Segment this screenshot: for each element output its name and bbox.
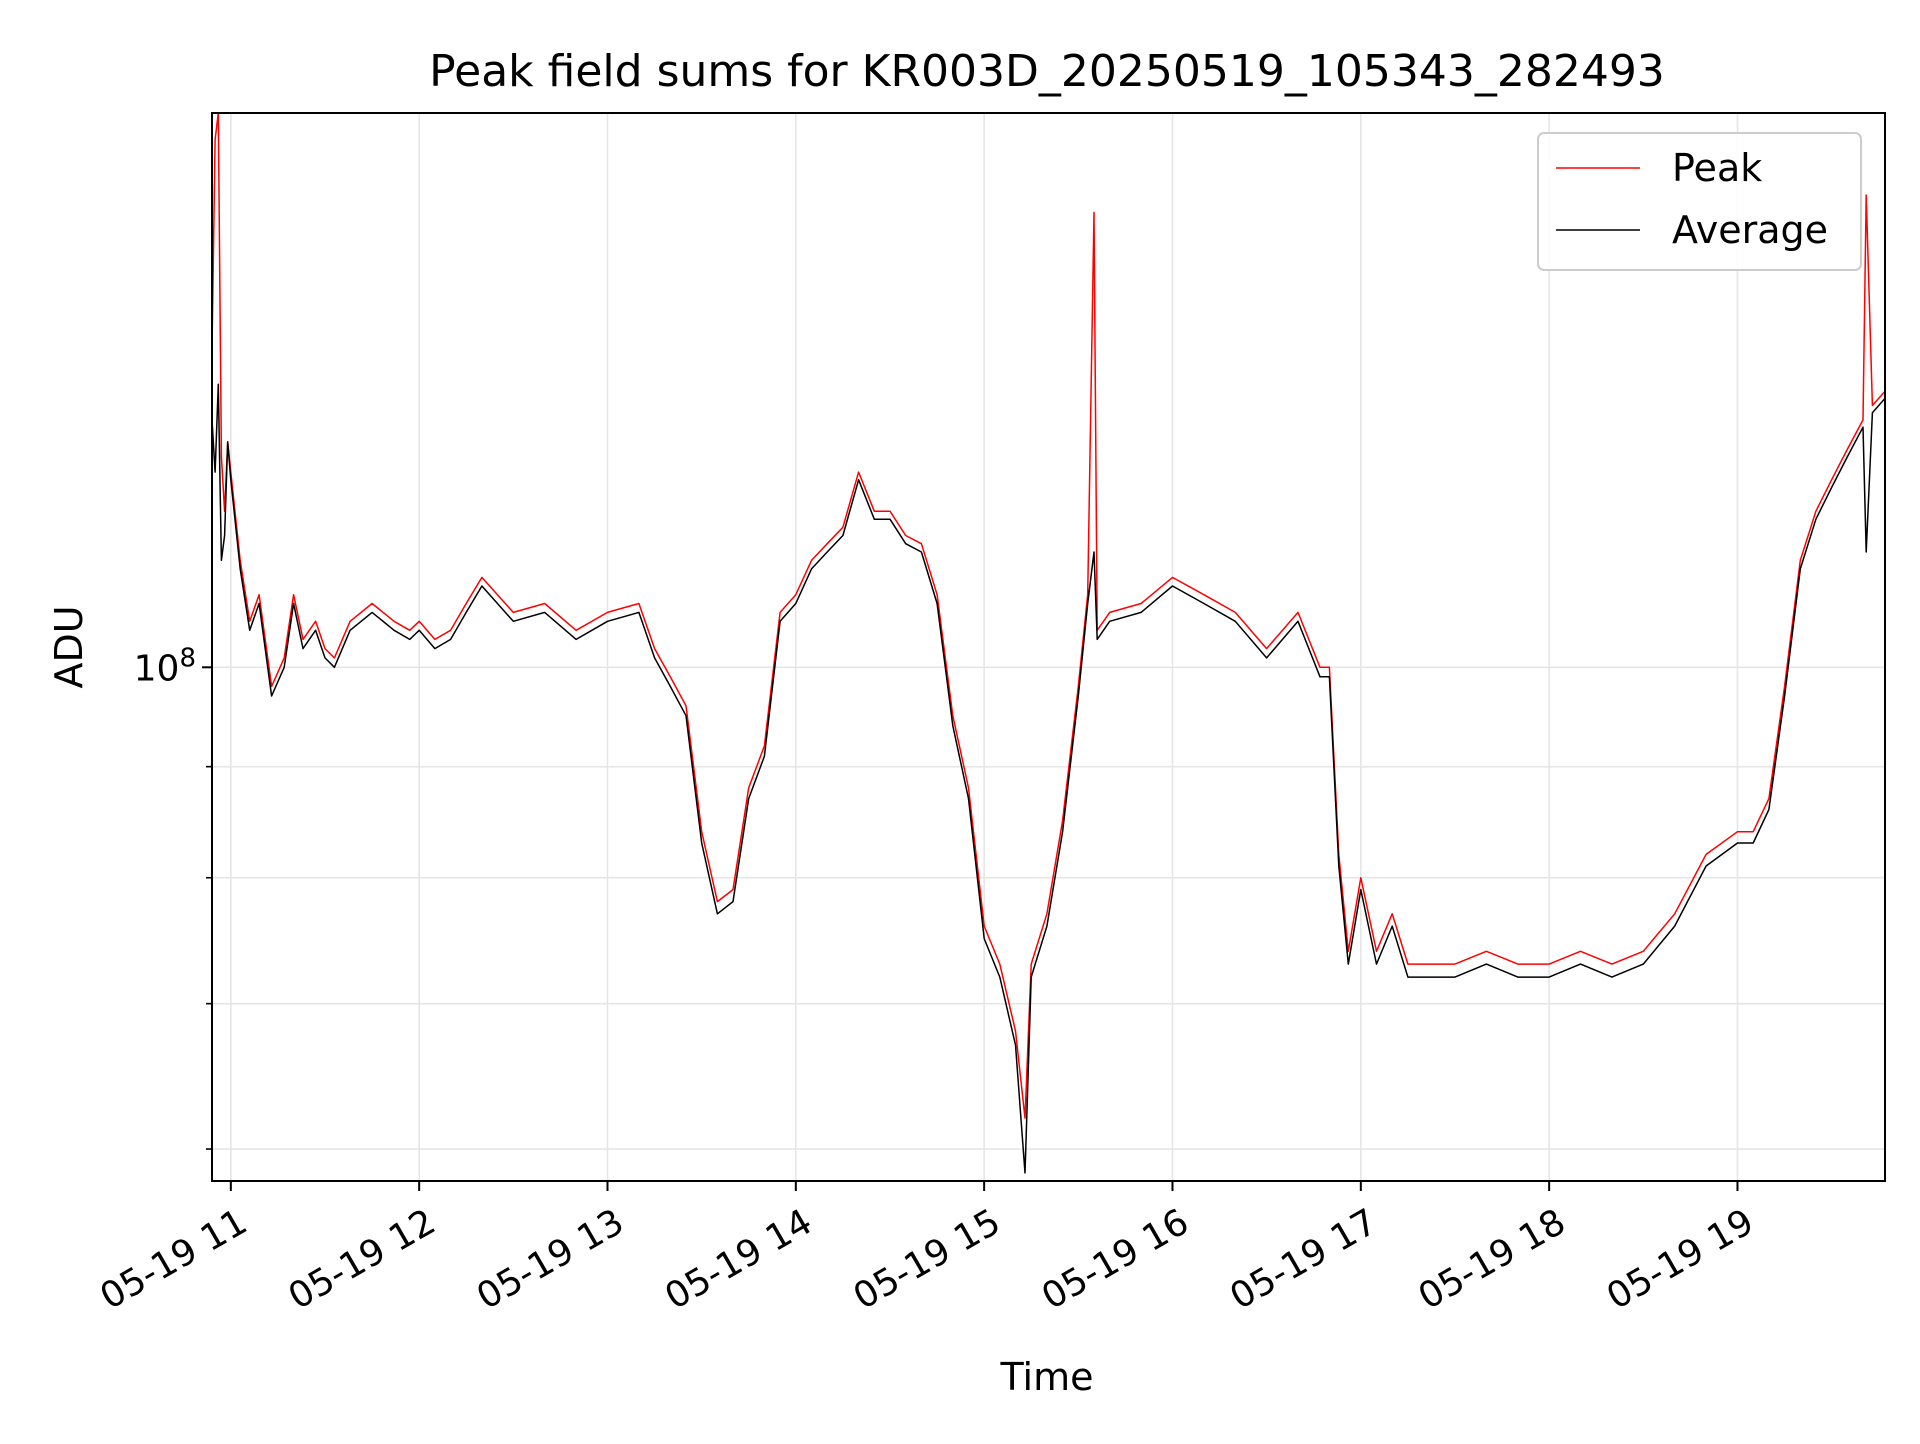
chart-title: Peak field sums for KR003D_20250519_1053… xyxy=(429,46,1665,97)
series-line-average xyxy=(211,383,1886,1174)
legend: Peak Average xyxy=(1537,132,1862,271)
legend-label-peak: Peak xyxy=(1672,146,1762,190)
legend-label-average: Average xyxy=(1672,208,1828,252)
plot-frame xyxy=(211,112,1886,1182)
grid xyxy=(212,113,1885,1181)
y-axis-ticks: 108 xyxy=(134,643,212,1150)
x-axis-label: Time xyxy=(1000,1355,1094,1399)
y-axis-label: ADU xyxy=(47,605,91,688)
series-line-peak xyxy=(211,112,1886,1119)
series-layer xyxy=(211,112,1886,1174)
y-tick-label: 108 xyxy=(134,643,196,689)
